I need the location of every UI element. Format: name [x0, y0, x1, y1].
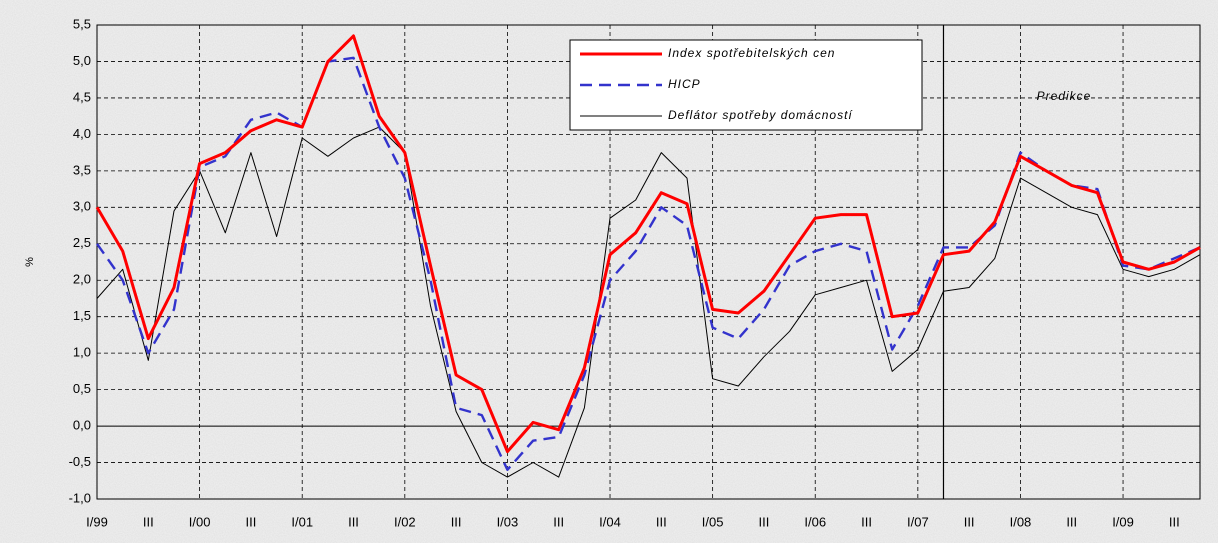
x-tick-label: III	[348, 514, 359, 529]
y-tick-label: 3,5	[73, 162, 91, 177]
legend-label: Index spotřebitelských cen	[668, 46, 835, 60]
y-tick-label: 3,0	[73, 199, 91, 214]
x-tick-label: I/04	[599, 514, 621, 529]
x-tick-label: III	[1169, 514, 1180, 529]
x-tick-label: I/05	[702, 514, 724, 529]
legend-label: HICP	[668, 77, 701, 91]
y-tick-label: 0,5	[73, 381, 91, 396]
x-tick-label: III	[656, 514, 667, 529]
x-tick-label: I/09	[1112, 514, 1134, 529]
series-line	[95, 34, 1201, 454]
x-tick-label: III	[861, 514, 872, 529]
x-tick-label: I/00	[189, 514, 211, 529]
x-tick-label: III	[964, 514, 975, 529]
y-axis-label: %	[24, 257, 36, 267]
y-tick-label: 4,0	[73, 126, 91, 141]
series-line	[96, 56, 1201, 471]
y-tick-label: 5,5	[73, 16, 91, 31]
x-tick-label: I/08	[1010, 514, 1032, 529]
x-tick-label: III	[143, 514, 154, 529]
x-tick-label: I/99	[86, 514, 108, 529]
y-tick-label: 2,0	[73, 272, 91, 287]
series-line	[96, 126, 1201, 478]
x-tick-label: I/01	[291, 514, 313, 529]
legend-label: Deflátor spotřeby domácností	[668, 108, 853, 122]
x-tick-label: I/03	[497, 514, 519, 529]
annotation: Predikce	[1037, 89, 1092, 103]
y-tick-label: 1,5	[73, 308, 91, 323]
y-tick-label: -0,5	[69, 454, 91, 469]
x-tick-label: I/02	[394, 514, 416, 529]
y-tick-label: 4,5	[73, 89, 91, 104]
x-tick-label: III	[1066, 514, 1077, 529]
x-tick-label: I/06	[804, 514, 826, 529]
x-tick-label: I/07	[907, 514, 929, 529]
plot-border	[96, 24, 1201, 500]
x-tick-label: III	[759, 514, 770, 529]
y-tick-label: 1,0	[73, 345, 91, 360]
y-tick-label: 2,5	[73, 235, 91, 250]
x-tick-label: III	[245, 514, 256, 529]
y-tick-label: 0,0	[73, 418, 91, 433]
x-tick-label: III	[553, 514, 564, 529]
x-tick-label: III	[451, 514, 462, 529]
y-tick-label: -1,0	[69, 490, 91, 505]
y-tick-label: 5,0	[73, 53, 91, 68]
